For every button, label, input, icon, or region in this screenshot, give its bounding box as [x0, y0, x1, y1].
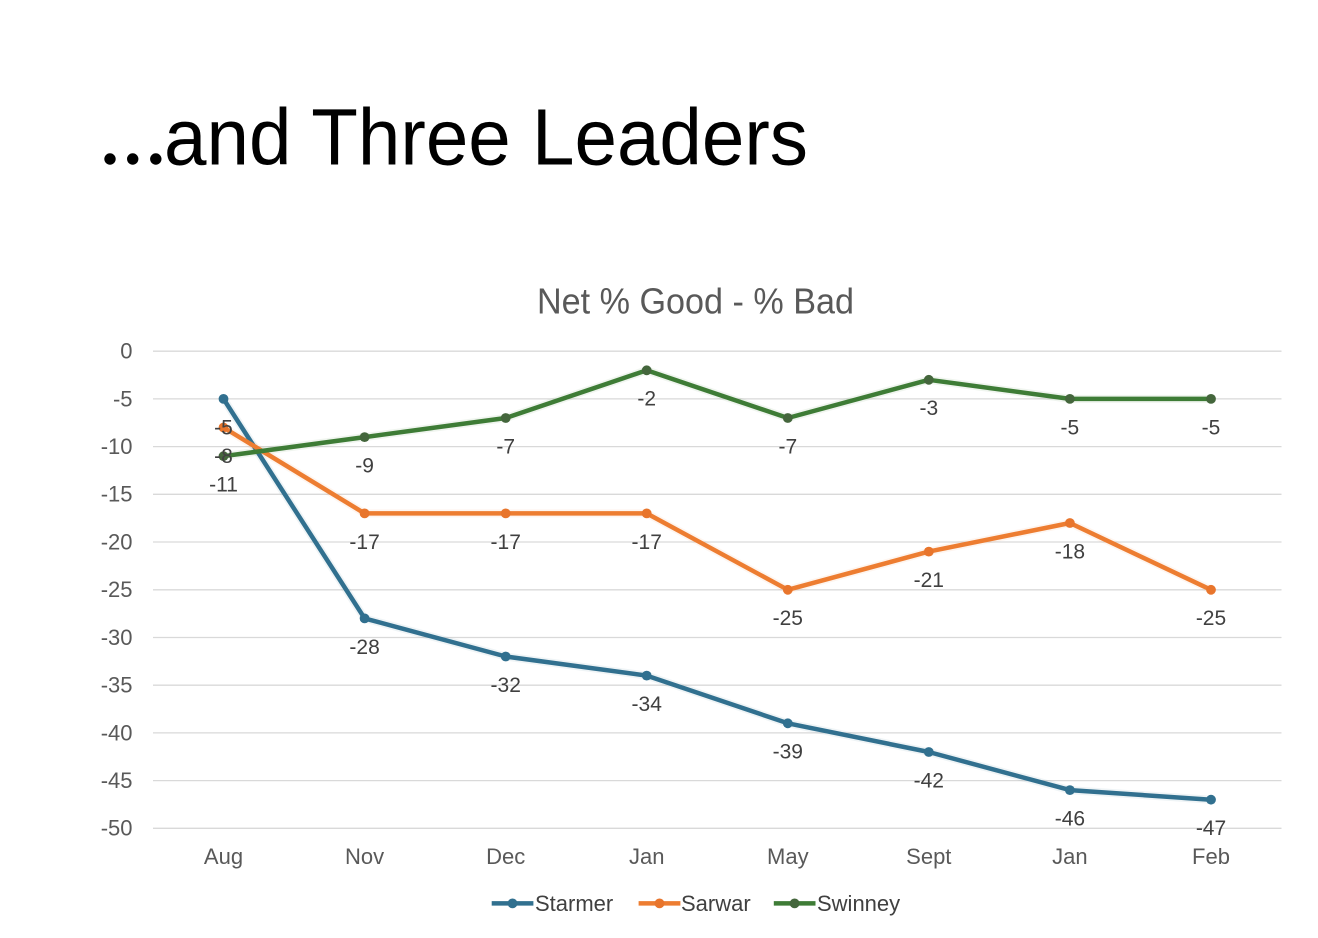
- svg-text:-28: -28: [349, 636, 379, 659]
- svg-text:-5: -5: [214, 416, 233, 439]
- svg-text:Nov: Nov: [345, 844, 384, 869]
- svg-text:May: May: [767, 844, 809, 869]
- svg-text:Sarwar: Sarwar: [681, 891, 751, 916]
- svg-text:Jan: Jan: [629, 844, 664, 869]
- svg-text:-25: -25: [1196, 607, 1226, 630]
- svg-text:-20: -20: [101, 529, 133, 554]
- svg-text:-21: -21: [914, 569, 944, 592]
- svg-text:Swinney: Swinney: [817, 891, 900, 916]
- svg-text:-8: -8: [214, 445, 233, 468]
- svg-text:Net % Good - % Bad: Net % Good - % Bad: [537, 281, 854, 322]
- svg-text:-17: -17: [632, 531, 662, 554]
- svg-text:-34: -34: [632, 693, 663, 716]
- svg-text:Sept: Sept: [906, 844, 951, 869]
- svg-text:-2: -2: [637, 388, 656, 411]
- svg-text:-50: -50: [101, 816, 133, 841]
- svg-text:-7: -7: [778, 435, 797, 458]
- svg-text:-17: -17: [491, 531, 521, 554]
- svg-text:-46: -46: [1055, 808, 1085, 831]
- svg-text:-5: -5: [1061, 416, 1080, 439]
- svg-text:-17: -17: [349, 531, 379, 554]
- svg-text:-35: -35: [101, 673, 133, 698]
- svg-text:-30: -30: [101, 625, 133, 650]
- svg-text:-11: -11: [209, 474, 238, 497]
- svg-text:-3: -3: [919, 397, 938, 420]
- svg-text:Feb: Feb: [1192, 844, 1230, 869]
- svg-text:-25: -25: [101, 577, 133, 602]
- svg-text:-9: -9: [355, 455, 374, 478]
- svg-text:Jan: Jan: [1052, 844, 1087, 869]
- svg-text:Starmer: Starmer: [535, 891, 613, 916]
- svg-text:and Three Leaders: and Three Leaders: [164, 93, 808, 182]
- svg-text:-5: -5: [1202, 416, 1221, 439]
- svg-text:-18: -18: [1055, 540, 1085, 563]
- svg-text:Dec: Dec: [486, 844, 525, 869]
- svg-text:-40: -40: [101, 720, 133, 745]
- svg-text:-5: -5: [113, 386, 133, 411]
- svg-text:-47: -47: [1196, 817, 1226, 840]
- svg-text:-45: -45: [101, 768, 133, 793]
- svg-text:-25: -25: [773, 607, 803, 630]
- svg-text:-15: -15: [101, 482, 133, 507]
- svg-text:-32: -32: [491, 674, 521, 697]
- svg-text:Aug: Aug: [204, 844, 243, 869]
- svg-text:0: 0: [120, 339, 132, 364]
- svg-text:-10: -10: [101, 434, 133, 459]
- svg-text:-42: -42: [914, 769, 944, 792]
- svg-text:-7: -7: [496, 435, 515, 458]
- svg-text:-39: -39: [773, 741, 803, 764]
